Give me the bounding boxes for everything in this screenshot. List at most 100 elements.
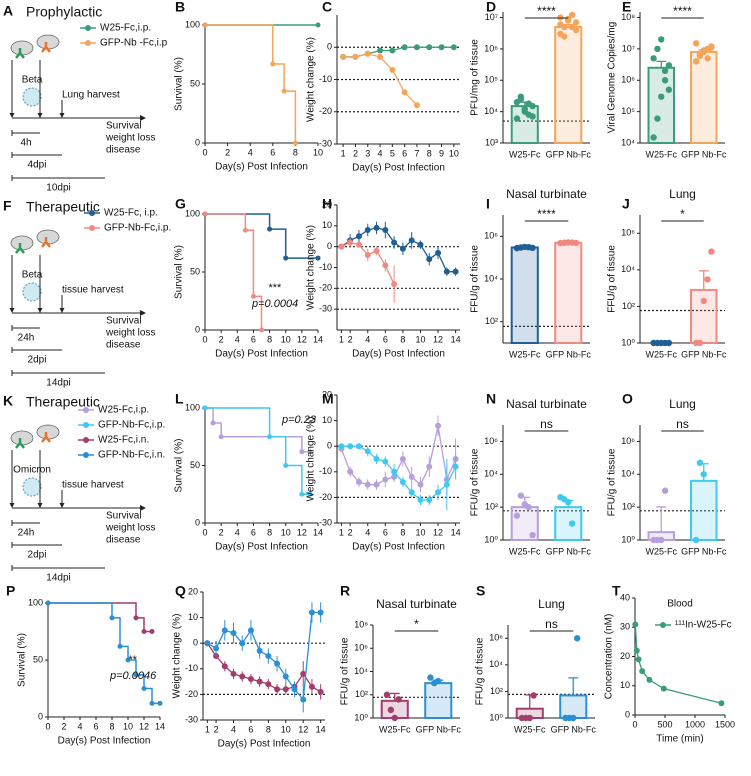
duration-label: 10dpi — [46, 183, 70, 194]
legend-label: W25-Fc,i.p. — [98, 405, 149, 416]
data-point — [282, 673, 289, 680]
data-point — [443, 268, 450, 275]
y-tick-label: 10 — [188, 612, 198, 622]
y-axis-label: Viral Genome Copies/mg — [607, 22, 618, 134]
legend-marker — [83, 422, 89, 428]
y-axis-label: FFU/g of tissue — [340, 637, 351, 705]
y-tick-label: 10⁶ — [621, 75, 635, 85]
x-tick-label: 14 — [313, 527, 323, 537]
data-point — [708, 248, 715, 255]
virus-icon — [22, 87, 42, 107]
panel-letter: L — [175, 391, 184, 407]
panel-letter: O — [622, 391, 633, 407]
x-tick-label: GFP Nb-Fc — [416, 724, 462, 734]
x-tick-label: 4 — [231, 724, 236, 734]
y-tick-label: -10 — [319, 74, 332, 84]
data-point — [250, 293, 256, 299]
data-point — [141, 629, 147, 634]
data-point — [654, 115, 661, 122]
data-point — [265, 653, 272, 659]
data-point — [281, 88, 287, 94]
error-bar — [568, 677, 579, 696]
y-tick-label: 20 — [322, 199, 332, 209]
y-axis-label: Survival (%) — [174, 245, 185, 299]
legend-marker — [660, 622, 666, 628]
schematic-title: Therapeutic — [26, 394, 100, 410]
data-point — [395, 696, 402, 703]
data-point — [391, 239, 398, 246]
data-point — [382, 227, 389, 233]
data-point — [125, 657, 131, 663]
y-tick-label: 0 — [327, 241, 332, 251]
chart-title: Nasal turbinate — [506, 187, 587, 201]
harvest-label: tissue harvest — [62, 285, 124, 296]
x-tick-label: 1500 — [715, 719, 735, 729]
data-point — [661, 77, 669, 84]
x-tick-label: 12 — [298, 724, 308, 734]
y-axis-label: Weight change (%) — [306, 37, 317, 122]
y-axis-label: Weight change (%) — [306, 417, 317, 502]
data-point — [435, 249, 442, 256]
y-tick-label: 100 — [185, 19, 200, 29]
data-point — [347, 468, 354, 475]
x-tick-label: W25-Fc — [646, 149, 678, 159]
mouse — [36, 424, 60, 440]
outcome-label: Survival — [106, 121, 142, 132]
x-tick-label: W25-Fc — [646, 349, 678, 359]
data-point — [572, 239, 580, 247]
mouse — [36, 34, 60, 50]
data-point — [401, 89, 408, 96]
x-tick-label: 6 — [383, 527, 388, 537]
x-tick-label: 10 — [123, 721, 133, 731]
error-bar — [698, 270, 709, 290]
event-arrowhead — [37, 113, 43, 118]
x-tick-label: 2 — [225, 147, 230, 157]
x-tick-label: 4 — [365, 527, 370, 537]
legend-label: W25-Fc,i.n. — [98, 435, 149, 446]
data-point — [438, 44, 445, 51]
x-tick-label: 2 — [353, 148, 358, 158]
timeline-arrow — [140, 115, 146, 121]
significance-label: * — [680, 207, 685, 221]
mouse — [10, 40, 34, 56]
x-tick-label: 8 — [266, 724, 271, 734]
panel-letter: B — [175, 0, 185, 15]
x-tick-label: 8 — [267, 527, 272, 537]
data-point — [417, 241, 424, 248]
mouse — [10, 430, 34, 446]
mouse — [10, 235, 34, 251]
y-tick-label: 10⁴ — [484, 106, 498, 116]
x-tick-label: 10 — [281, 724, 291, 734]
data-point — [399, 245, 406, 252]
legend-label: W25-Fc,i.p. — [100, 23, 151, 34]
significance-label: **** — [537, 207, 556, 221]
data-point — [117, 643, 123, 649]
data-point — [256, 678, 263, 685]
y-tick-label: 10⁴ — [484, 469, 498, 479]
y-tick-label: 0 — [327, 42, 332, 52]
data-point — [426, 256, 433, 263]
data-point — [517, 95, 525, 103]
virus-icon — [22, 282, 42, 302]
data-point — [426, 463, 433, 470]
y-tick-label: 100 — [185, 208, 200, 218]
x-tick-label: 6 — [383, 334, 388, 344]
y-tick-label: 10 — [322, 220, 332, 230]
duration-label: 14dpi — [46, 378, 70, 389]
data-point — [650, 134, 657, 141]
event-arrowhead — [59, 113, 65, 118]
legend-label: GFP-Nb-Fc,i.p. — [98, 420, 165, 431]
data-point — [218, 434, 224, 440]
x-tick-label: W25-Fc — [509, 349, 541, 359]
y-axis-label: Weight change (%) — [172, 614, 183, 699]
data-point — [270, 61, 276, 67]
panel-letter: I — [486, 196, 490, 212]
y-tick-label: 10² — [622, 301, 635, 311]
y-tick-label: 10² — [485, 502, 498, 512]
x-tick-label: 6 — [248, 724, 253, 734]
outcome-label: weight loss — [105, 523, 155, 534]
data-point — [265, 681, 272, 688]
data-point — [373, 481, 380, 488]
x-tick-label: GFP Nb-Fc — [546, 349, 592, 359]
